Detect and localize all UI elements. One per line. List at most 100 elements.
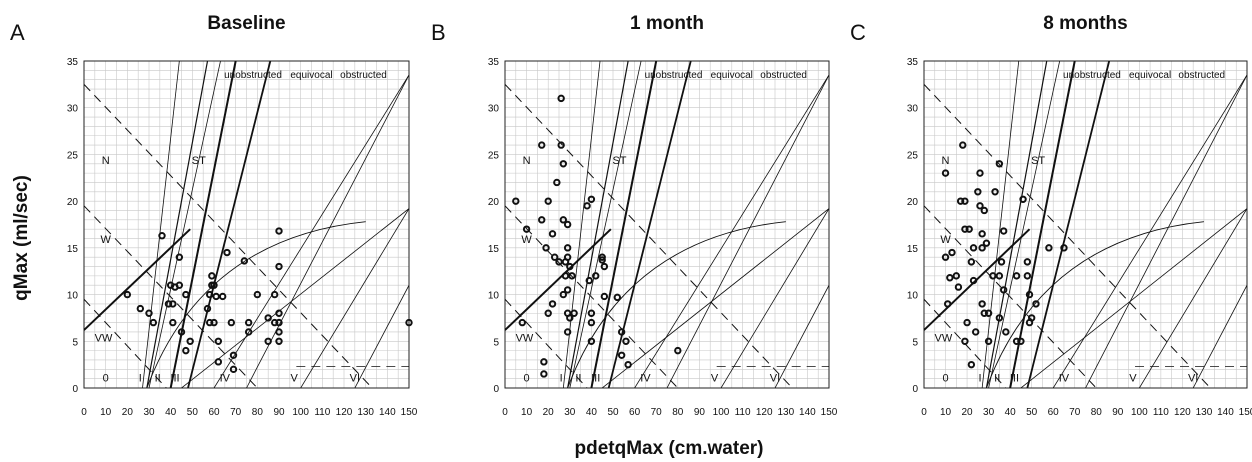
zone-label: VW xyxy=(516,332,534,344)
data-point xyxy=(253,290,262,299)
data-point xyxy=(275,262,283,271)
data-point xyxy=(212,292,220,301)
zone-label: ST xyxy=(1031,155,1045,167)
data-point xyxy=(229,351,238,359)
data-point xyxy=(542,244,550,252)
data-point xyxy=(587,195,596,203)
data-point xyxy=(563,328,572,336)
x-tick-label: 40 xyxy=(1005,407,1017,418)
boundary-line xyxy=(187,61,272,388)
boundary-line xyxy=(84,228,191,331)
zone-label: ST xyxy=(192,155,206,167)
x-tick-label: 30 xyxy=(564,407,576,418)
data-point xyxy=(997,258,1006,266)
x-tick-label: 50 xyxy=(187,407,199,418)
x-tick-label: 70 xyxy=(1069,407,1081,418)
data-point xyxy=(995,272,1004,280)
data-point xyxy=(544,309,552,317)
data-points xyxy=(941,141,1068,369)
data-point xyxy=(557,94,565,103)
data-point xyxy=(598,253,606,261)
x-tick-label: 40 xyxy=(165,407,177,418)
x-tick-label: 0 xyxy=(921,407,927,418)
zone-label: VI xyxy=(350,372,360,384)
data-point xyxy=(971,328,980,336)
data-point xyxy=(210,281,218,289)
zone-label: II xyxy=(155,372,161,384)
nomogram-overlay xyxy=(505,61,829,388)
data-point xyxy=(587,318,596,327)
x-tick-label: 20 xyxy=(543,407,555,418)
x-tick-label: 90 xyxy=(273,407,285,418)
data-point xyxy=(559,290,568,299)
data-point xyxy=(538,216,546,224)
data-point xyxy=(961,225,969,233)
data-point xyxy=(585,276,593,285)
data-point xyxy=(548,230,557,238)
data-point xyxy=(969,244,978,252)
data-point xyxy=(613,293,622,302)
data-point xyxy=(205,318,214,327)
data-point xyxy=(566,314,574,322)
region-label: unobstructed xyxy=(1063,70,1121,81)
zone-label: V xyxy=(711,372,719,384)
data-point xyxy=(1019,195,1027,203)
data-point xyxy=(967,258,976,266)
data-point xyxy=(978,244,986,252)
x-tick-label: 120 xyxy=(336,407,353,418)
x-tick-label: 140 xyxy=(379,407,396,418)
data-point xyxy=(240,257,249,265)
data-point xyxy=(978,230,986,238)
data-point xyxy=(592,272,600,280)
data-point xyxy=(600,292,609,301)
x-tick-label: 110 xyxy=(735,407,751,418)
data-point xyxy=(136,304,145,313)
grid-lines xyxy=(83,60,410,389)
zone-label: IV xyxy=(220,372,231,384)
nomogram-overlay xyxy=(84,61,409,388)
data-point xyxy=(1023,258,1032,266)
x-tick-label: 90 xyxy=(1112,407,1124,418)
data-point xyxy=(177,328,186,336)
y-tick-label: 10 xyxy=(67,291,79,302)
data-point xyxy=(995,160,1004,168)
zone-boundary-dashed xyxy=(924,205,1097,388)
x-tick-label: 140 xyxy=(1217,407,1234,418)
zone-label: II xyxy=(575,372,581,384)
data-point xyxy=(169,300,177,308)
zone-label: I xyxy=(139,372,142,384)
data-point xyxy=(959,141,967,149)
x-tick-label: 100 xyxy=(292,407,309,418)
panel-title: 1 month xyxy=(630,13,704,34)
data-point xyxy=(561,272,570,280)
x-tick-label: 120 xyxy=(1174,407,1191,418)
region-label: obstructed xyxy=(340,70,387,81)
diagonal-line xyxy=(720,208,829,388)
data-point xyxy=(563,220,572,229)
data-point xyxy=(976,202,984,210)
zone-label: 0 xyxy=(942,372,948,384)
diagonal-line xyxy=(354,285,409,388)
x-tick-label: 150 xyxy=(1239,407,1252,418)
data-point xyxy=(563,253,572,261)
y-tick-label: 5 xyxy=(912,337,918,348)
x-tick-label: 50 xyxy=(607,407,619,418)
x-tick-label: 100 xyxy=(713,407,730,418)
panel-title: 8 months xyxy=(1043,13,1127,34)
data-point xyxy=(540,370,548,378)
data-points xyxy=(512,94,682,378)
boundary-line xyxy=(505,228,612,331)
data-point xyxy=(182,346,190,355)
curve-line xyxy=(986,221,1204,388)
data-point xyxy=(1023,272,1032,280)
x-tick-label: 60 xyxy=(629,407,641,418)
data-point xyxy=(943,300,952,308)
data-points xyxy=(123,227,413,374)
data-point xyxy=(570,309,578,317)
y-tick-label: 0 xyxy=(912,384,918,395)
zone-label: VI xyxy=(770,372,780,384)
zone-boundary-dashed xyxy=(505,205,679,388)
x-axis-title: pdetqMax (cm.water) xyxy=(575,438,764,459)
data-point xyxy=(980,309,988,317)
